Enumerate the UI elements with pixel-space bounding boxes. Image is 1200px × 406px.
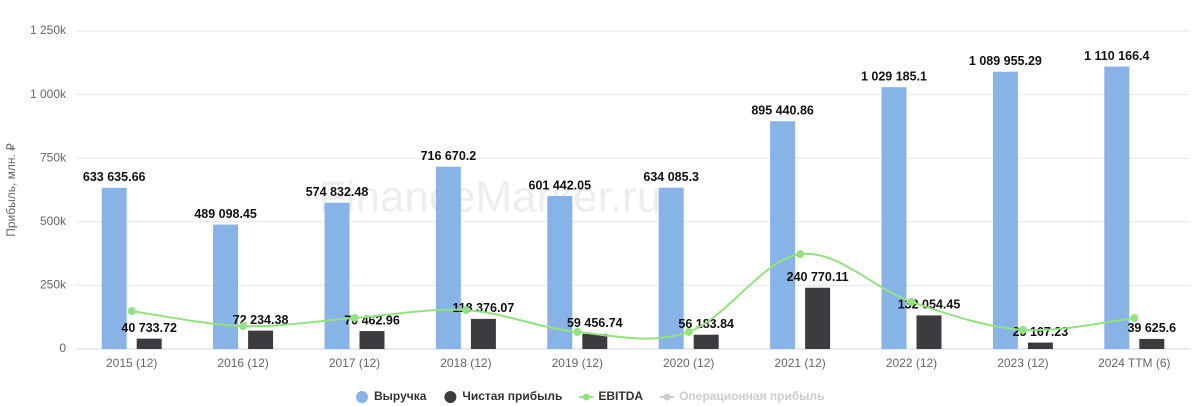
y-tick-label: 250k bbox=[40, 278, 67, 292]
legend-label: Выручка bbox=[374, 389, 427, 403]
legend-symbol bbox=[356, 391, 368, 403]
value-label: 489 098.45 bbox=[194, 207, 257, 221]
bar bbox=[1027, 342, 1053, 349]
x-tick-label: 2022 (12) bbox=[886, 356, 937, 370]
x-tick-label: 2017 (12) bbox=[329, 356, 380, 370]
legend-symbol bbox=[663, 393, 671, 401]
point bbox=[350, 313, 359, 322]
x-tick-label: 2020 (12) bbox=[663, 356, 714, 370]
bar bbox=[136, 338, 162, 349]
value-label: 634 085.3 bbox=[643, 170, 699, 184]
line bbox=[131, 252, 1135, 340]
value-label: 574 832.48 bbox=[306, 185, 369, 199]
point bbox=[573, 327, 582, 336]
point bbox=[907, 297, 916, 306]
value-label: 240 770.11 bbox=[787, 270, 849, 284]
point bbox=[684, 327, 693, 336]
x-tick-label: 2018 (12) bbox=[440, 356, 491, 370]
y-tick-label: 0 bbox=[59, 341, 66, 355]
value-label: 895 440.86 bbox=[751, 103, 814, 117]
bar bbox=[1139, 338, 1165, 349]
legend-label: EBITDA bbox=[598, 389, 643, 403]
x-tick-label: 2021 (12) bbox=[774, 356, 825, 370]
value-label: 39 625.6 bbox=[1127, 321, 1176, 335]
x-tick-label: 2019 (12) bbox=[552, 356, 603, 370]
value-label: 1 089 955.29 bbox=[969, 54, 1042, 68]
y-tick-label: 1 000k bbox=[30, 87, 67, 101]
legend-item[interactable]: Выручка bbox=[356, 389, 427, 403]
bar bbox=[213, 224, 239, 349]
bar bbox=[324, 202, 350, 349]
legend-label: Операционная прибыль bbox=[679, 389, 824, 403]
x-tick-label: 2015 (12) bbox=[106, 356, 157, 370]
point bbox=[1018, 325, 1027, 334]
value-label: 56 183.84 bbox=[678, 317, 734, 331]
legend-label: Чистая прибыль bbox=[462, 389, 562, 403]
bar bbox=[101, 187, 127, 349]
bar bbox=[248, 330, 274, 349]
y-tick-label: 500k bbox=[40, 214, 67, 228]
legend-item[interactable]: Операционная прибыль bbox=[660, 389, 825, 403]
watermark: FinanceMarker.ru bbox=[319, 173, 661, 222]
bar bbox=[916, 315, 942, 349]
bar bbox=[805, 287, 831, 349]
bar bbox=[770, 121, 796, 349]
bar bbox=[359, 331, 385, 349]
bar bbox=[881, 87, 907, 350]
legend-item[interactable]: Чистая прибыль bbox=[444, 389, 562, 403]
point bbox=[1130, 313, 1139, 322]
legend-item[interactable]: EBITDA bbox=[579, 389, 643, 403]
point bbox=[127, 307, 136, 316]
value-label: 1 110 166.4 bbox=[1084, 49, 1149, 63]
bar bbox=[693, 334, 719, 349]
bar bbox=[1104, 66, 1130, 349]
y-axis-title: Прибыль, млн. ₽ bbox=[4, 143, 18, 237]
bar bbox=[992, 71, 1018, 349]
bar bbox=[470, 318, 496, 349]
point bbox=[239, 322, 248, 331]
value-label: 40 733.72 bbox=[121, 321, 177, 335]
bar bbox=[582, 333, 608, 349]
y-tick-label: 750k bbox=[40, 150, 67, 164]
value-label: 633 635.66 bbox=[83, 170, 146, 184]
value-label: 601 442.05 bbox=[529, 178, 592, 192]
value-label: 59 456.74 bbox=[567, 316, 623, 330]
legend-symbol bbox=[582, 393, 590, 401]
value-label: 1 029 185.1 bbox=[861, 69, 927, 83]
bar bbox=[435, 166, 461, 349]
point bbox=[461, 306, 470, 315]
value-label: 72 234.38 bbox=[233, 313, 289, 327]
bar bbox=[547, 195, 573, 349]
y-tick-label: 1 250k bbox=[30, 23, 67, 37]
x-tick-label: 2016 (12) bbox=[217, 356, 268, 370]
legend-symbol bbox=[444, 391, 457, 403]
x-tick-label: 2024 TTM (6) bbox=[1098, 356, 1170, 370]
bar bbox=[658, 187, 684, 349]
point bbox=[796, 250, 805, 259]
value-label: 716 670.2 bbox=[421, 149, 477, 163]
x-tick-label: 2023 (12) bbox=[997, 356, 1048, 370]
